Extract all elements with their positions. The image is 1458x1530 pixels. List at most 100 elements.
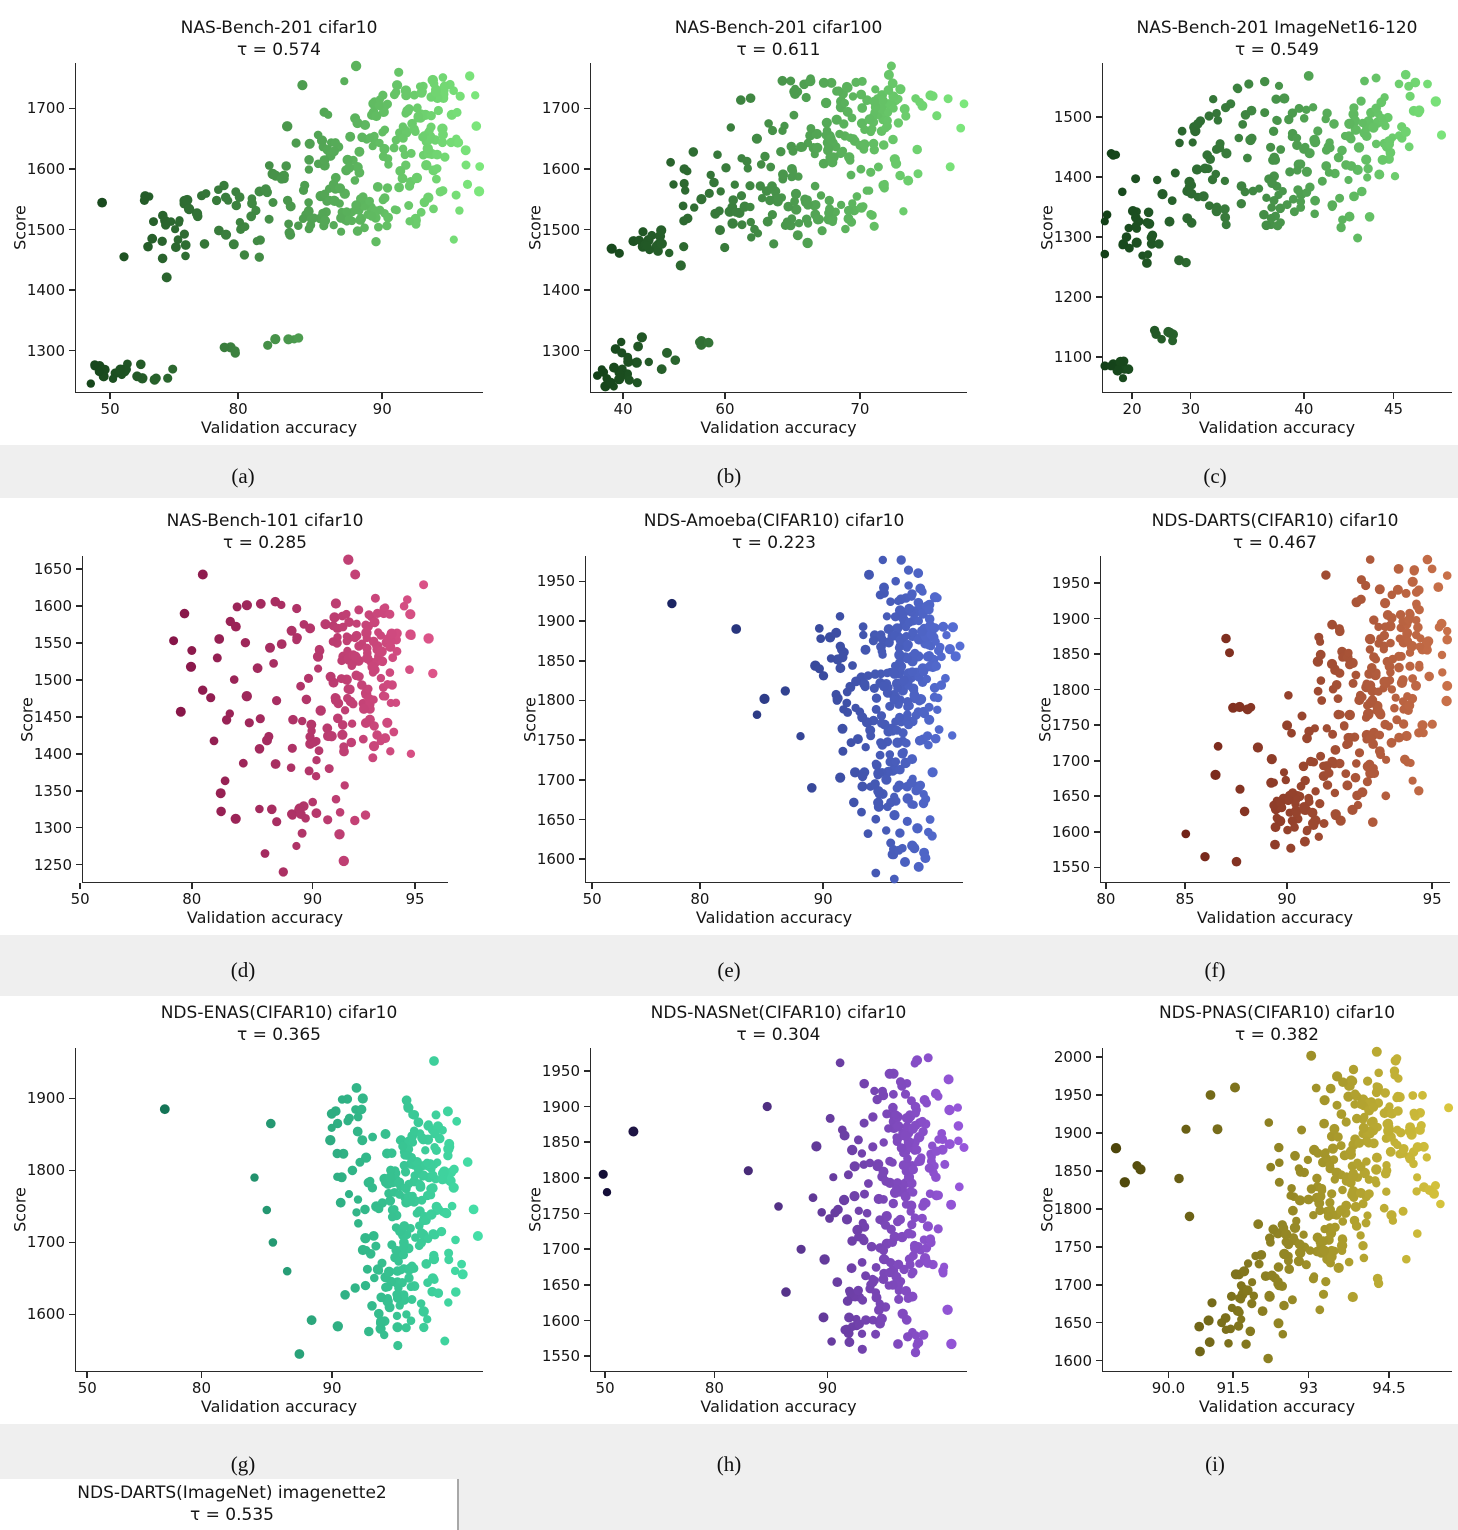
scatter-point xyxy=(869,221,879,231)
scatter-point xyxy=(1347,1189,1358,1200)
scatter-point xyxy=(365,196,374,206)
scatter-point xyxy=(1112,365,1123,376)
scatter-point xyxy=(1371,1152,1382,1163)
scatter-point xyxy=(342,632,351,641)
x-axis-tick xyxy=(822,883,824,889)
scatter-point xyxy=(452,1116,462,1126)
scatter-point xyxy=(1273,1318,1284,1329)
scatter-point xyxy=(1299,836,1310,847)
plot-axes-a xyxy=(75,63,483,393)
scatter-point xyxy=(357,680,367,690)
y-axis-tick-label: 1400 xyxy=(1053,168,1092,186)
y-axis-tick xyxy=(76,826,82,829)
scatter-point xyxy=(1302,733,1312,744)
scatter-point xyxy=(827,1337,836,1346)
scatter-point xyxy=(911,1108,920,1118)
x-axis-tick xyxy=(604,1372,606,1378)
scatter-point xyxy=(908,1188,918,1197)
scatter-point xyxy=(945,162,955,172)
scatter-point xyxy=(335,808,345,817)
scatter-point xyxy=(863,829,873,838)
scatter-point xyxy=(1404,637,1413,646)
scatter-point xyxy=(1288,788,1298,798)
scatter-point xyxy=(278,867,288,877)
scatter-point xyxy=(270,596,281,607)
scatter-point xyxy=(368,1231,379,1241)
scatter-point xyxy=(901,1113,912,1123)
scatter-point xyxy=(350,60,362,72)
scatter-point xyxy=(780,220,791,230)
scatter-point xyxy=(1302,105,1311,114)
scatter-point xyxy=(835,772,846,783)
scatter-point xyxy=(959,1143,969,1152)
y-axis-tick xyxy=(69,1097,75,1100)
scatter-point xyxy=(1374,622,1383,632)
scatter-point xyxy=(311,808,322,819)
scatter-point xyxy=(383,680,392,689)
scatter-point xyxy=(474,186,485,197)
scatter-point xyxy=(937,1129,947,1138)
scatter-point xyxy=(1135,1164,1146,1175)
scatter-point xyxy=(1332,1071,1343,1082)
x-axis-tick xyxy=(826,1372,829,1378)
scatter-point xyxy=(944,644,955,655)
scatter-point xyxy=(1331,811,1340,821)
scatter-point xyxy=(843,213,854,224)
scatter-point xyxy=(924,1163,934,1173)
scatter-point xyxy=(360,120,371,130)
x-axis-tick-label: 90 xyxy=(1277,890,1297,908)
scatter-point xyxy=(276,639,287,649)
scatter-point xyxy=(818,1312,829,1323)
scatter-point xyxy=(347,719,357,728)
x-axis-tick xyxy=(191,883,193,889)
scatter-point xyxy=(339,742,349,752)
y-axis-tick xyxy=(69,1313,75,1316)
y-axis-tick-label: 1850 xyxy=(1053,1161,1092,1180)
scatter-point xyxy=(301,694,312,705)
scatter-point xyxy=(743,164,752,173)
scatter-point xyxy=(306,719,317,730)
scatter-point xyxy=(399,1250,409,1260)
scatter-point xyxy=(924,640,934,650)
scatter-point xyxy=(1371,139,1381,149)
scatter-points-b xyxy=(593,61,969,392)
scatter-point xyxy=(263,340,273,350)
scatter-point xyxy=(161,272,172,283)
scatter-point xyxy=(726,123,735,132)
scatter-point xyxy=(1310,195,1320,206)
scatter-point xyxy=(872,1161,882,1172)
scatter-point xyxy=(1415,642,1425,651)
scatter-point xyxy=(892,1184,901,1194)
scatter-point xyxy=(877,718,887,728)
scatter-point xyxy=(1284,691,1293,700)
scatter-point xyxy=(1436,1199,1445,1209)
x-axis-tick xyxy=(1431,883,1433,889)
scatter-point xyxy=(220,776,230,786)
scatter-point xyxy=(1252,742,1263,753)
scatter-point xyxy=(1200,163,1210,174)
scatter-point xyxy=(400,85,412,96)
scatter-point xyxy=(355,215,365,225)
scatter-point xyxy=(1315,799,1325,809)
scatter-point xyxy=(1154,239,1164,249)
scatter-point xyxy=(860,644,871,655)
scatter-point xyxy=(1353,1158,1362,1168)
scatter-point xyxy=(385,1172,396,1183)
scatter-point xyxy=(1281,1229,1292,1240)
scatter-point xyxy=(879,1138,888,1147)
scatter-point xyxy=(1338,1217,1348,1226)
scatter-point xyxy=(163,373,173,383)
scatter-point xyxy=(1350,1201,1361,1212)
scatter-point xyxy=(818,77,829,88)
scatter-point xyxy=(1262,193,1271,202)
plot-tau-text: τ = 0.611 xyxy=(736,40,821,60)
scatter-point xyxy=(409,1126,419,1136)
scatter-point xyxy=(908,1267,918,1277)
scatter-point xyxy=(666,157,675,167)
scatter-point xyxy=(267,804,277,815)
scatter-point xyxy=(606,377,616,387)
scatter-point xyxy=(1274,1142,1284,1153)
scatter-point xyxy=(1205,201,1214,211)
scatter-point xyxy=(297,828,307,838)
scatter-point xyxy=(1331,680,1342,690)
